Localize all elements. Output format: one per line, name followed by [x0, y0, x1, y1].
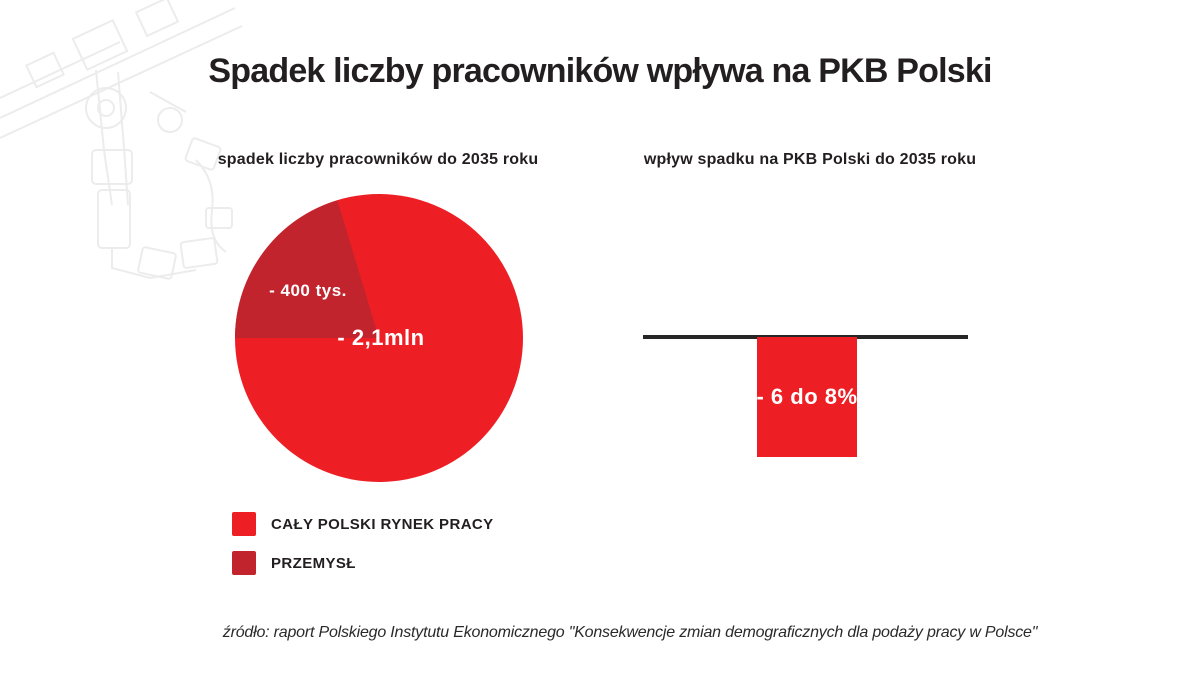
legend-swatch-industry: [232, 551, 256, 575]
machinery-sketch: [0, 0, 243, 280]
legend-label-total-market: CAŁY POLSKI RYNEK PRACY: [271, 515, 494, 533]
source-note: źródło: raport Polskiego Instytutu Ekono…: [222, 624, 1038, 641]
pie-label-total-market: - 2,1mln: [337, 325, 425, 350]
bar-chart-title: wpływ spadku na PKB Polski do 2035 roku: [643, 151, 977, 168]
legend: CAŁY POLSKI RYNEK PRACY PRZEMYSŁ: [232, 512, 494, 590]
legend-item-total-market: CAŁY POLSKI RYNEK PRACY: [232, 512, 494, 536]
pie-label-industry: - 400 tys.: [269, 281, 347, 300]
legend-swatch-total-market: [232, 512, 256, 536]
legend-item-industry: PRZEMYSŁ: [232, 551, 494, 575]
pie-slice-industry: [235, 200, 379, 338]
gdp-bar-value-label: - 6 do 8%: [756, 384, 858, 409]
gdp-impact-bar: - 6 do 8%: [756, 337, 858, 457]
pie-chart: [235, 194, 523, 482]
legend-label-industry: PRZEMYSŁ: [271, 554, 356, 572]
page-title: Spadek liczby pracowników wpływa na PKB …: [208, 52, 992, 90]
pie-chart-title: spadek liczby pracowników do 2035 roku: [217, 151, 539, 168]
